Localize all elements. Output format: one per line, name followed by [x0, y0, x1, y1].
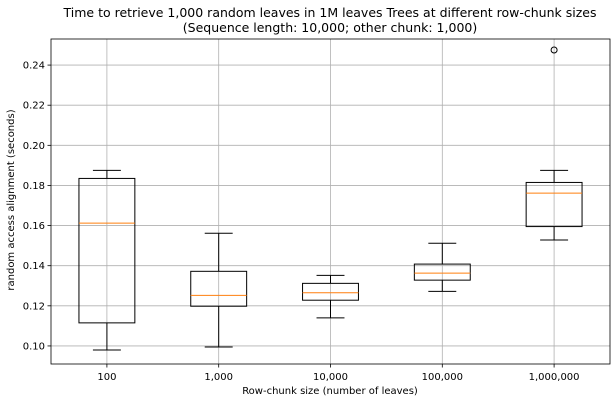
box-1 [190, 232, 248, 348]
y-tick-label: 0.18 [23, 181, 45, 192]
x-tick-label: 1,000 [204, 372, 233, 383]
box-iqr [302, 282, 359, 301]
box-iqr [525, 181, 583, 228]
box-0 [78, 169, 136, 351]
y-tick-label: 0.24 [23, 61, 45, 72]
y-axis: 0.10 0.12 0.14 0.16 0.18 0.20 0.22 0.24 [23, 61, 51, 352]
y-tick-label: 0.14 [23, 261, 45, 272]
box-2 [302, 274, 359, 319]
x-axis-label: Row-chunk size (number of leaves) [242, 386, 418, 397]
y-axis-label: random access alignment (seconds) [6, 109, 17, 290]
box-iqr [190, 270, 248, 307]
x-tick-label: 10,000 [313, 372, 348, 383]
box-iqr [78, 177, 136, 324]
x-tick-label: 1,000,000 [529, 372, 580, 383]
y-tick-label: 0.16 [23, 221, 45, 232]
y-tick-label: 0.20 [23, 141, 45, 152]
y-tick-label: 0.22 [23, 101, 45, 112]
x-axis: 100 1,000 10,000 100,000 1,000,000 [97, 364, 580, 383]
grid-lines [51, 39, 610, 364]
y-tick-label: 0.12 [23, 301, 45, 312]
x-tick-label: 100,000 [422, 372, 463, 383]
box-series [78, 46, 583, 351]
chart-title: Time to retrieve 1,000 random leaves in … [63, 5, 597, 20]
x-tick-label: 100 [97, 372, 116, 383]
box-iqr [413, 263, 471, 281]
box-3 [413, 242, 471, 292]
chart-subtitle: (Sequence length: 10,000; other chunk: 1… [183, 20, 477, 35]
outlier-point [550, 46, 558, 54]
y-tick-label: 0.10 [23, 341, 45, 352]
box-4 [525, 46, 583, 241]
